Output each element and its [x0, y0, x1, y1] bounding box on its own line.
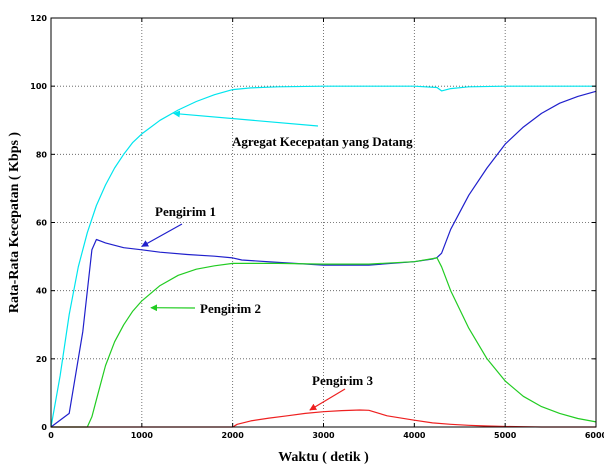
y-tick-label: 40	[36, 287, 48, 296]
series-line-3	[51, 257, 597, 428]
y-tick-label: 120	[30, 14, 47, 23]
annotations: Agregat Kecepatan yang Datang Pengirim 1 P…	[141, 110, 413, 411]
y-tick-label: 20	[36, 355, 48, 364]
annotation-arrow	[309, 388, 346, 411]
annotation-arrow	[141, 223, 183, 247]
series-line-2	[50, 90, 597, 428]
annotation-label: Pengirim 1	[155, 204, 216, 219]
y-axis-title: Rata-Rata Kecepatan ( Kbps )	[7, 132, 22, 314]
series-line-1	[50, 85, 596, 428]
annotation-label: Pengirim 2	[200, 301, 261, 316]
x-tick-label: 3000	[312, 431, 335, 440]
annotation-arrow	[172, 110, 319, 127]
x-tick-label: 0	[48, 431, 54, 440]
x-axis-title: Waktu ( detik )	[278, 450, 369, 465]
grid-lines	[51, 18, 596, 427]
annotation-label: Pengirim 3	[312, 373, 374, 388]
annotation-label: Agregat Kecepatan yang Datang	[232, 134, 413, 149]
x-tick-label: 2000	[222, 431, 245, 440]
y-tick-label: 80	[36, 150, 48, 159]
x-tick-label: 4000	[403, 431, 426, 440]
y-tick-label: 100	[30, 82, 47, 91]
y-tick-label: 0	[41, 423, 47, 432]
y-tick-label: 60	[36, 219, 48, 228]
x-tick-label: 5000	[494, 431, 517, 440]
series-group	[50, 85, 597, 428]
x-tick-label: 1000	[131, 431, 154, 440]
